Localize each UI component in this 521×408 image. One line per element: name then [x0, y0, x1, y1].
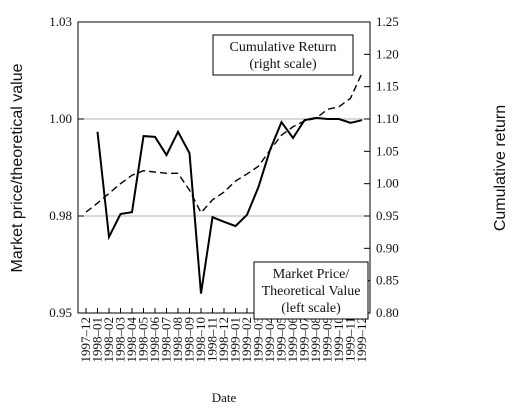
annotation-box: [212, 34, 354, 76]
y2-tick-label: 1.20: [376, 46, 399, 61]
y2-tick-label: 0.90: [376, 240, 399, 255]
y2-tick-label: 1.15: [376, 79, 399, 94]
y2-tick-label: 1.25: [376, 14, 399, 29]
annotation-text: (right scale): [249, 57, 317, 72]
x-tick-label: 1997–12: [78, 317, 93, 363]
x-tick-label: 1998–12: [216, 317, 231, 363]
x-tick-label: 1998–06: [147, 317, 162, 363]
y-tick-label: 0.98: [49, 208, 72, 223]
y2-tick-label: 0.80: [376, 305, 399, 320]
annotation-text: Market Price/: [273, 267, 350, 282]
x-tick-label: 1999–05: [274, 317, 289, 363]
y2-tick-label: 1.10: [376, 111, 399, 126]
x-tick-label: 1998–01: [90, 317, 105, 363]
x-tick-label: 1998–05: [136, 317, 151, 363]
x-tick-label: 1999–09: [320, 317, 335, 363]
y2-tick-label: 1.00: [376, 176, 399, 191]
annotation-box: [253, 261, 369, 320]
x-tick-label: 1999–08: [308, 317, 323, 363]
annotation-text: Theoretical Value: [262, 284, 361, 299]
x-tick-label: 1998–10: [193, 317, 208, 363]
x-tick-label: 1999–07: [297, 317, 312, 363]
y2-tick-label: 0.85: [376, 273, 399, 288]
y2-axis-label: Cumulative return: [492, 105, 509, 231]
x-tick-label: 1999–06: [285, 317, 300, 363]
y2-tick-label: 0.95: [376, 208, 399, 223]
x-tick-label: 1998–08: [170, 317, 185, 363]
y2-tick-label: 1.05: [376, 143, 399, 158]
x-tick-label: 1998–02: [101, 317, 116, 363]
x-tick-label: 1998–07: [159, 317, 174, 363]
x-tick-label: 1999–02: [239, 317, 254, 363]
y-tick-label: 1.03: [49, 14, 72, 29]
y-tick-label: 1.00: [49, 111, 72, 126]
series-line: [85, 72, 363, 214]
annotation-text: (left scale): [281, 301, 341, 316]
x-tick-label: 1999–03: [251, 317, 266, 363]
y-axis-label: Market price/theoretical value: [9, 63, 26, 272]
x-tick-label: 1999–12: [354, 317, 369, 363]
x-tick-label: 1999–01: [228, 317, 243, 363]
series-line: [96, 116, 363, 294]
x-tick-label: 1998–09: [182, 317, 197, 363]
x-tick-label: 1998–04: [124, 317, 139, 363]
x-tick-label: 1999–04: [262, 317, 277, 363]
x-tick-label: 1999–11: [343, 317, 358, 362]
annotation-text: Cumulative Return: [230, 40, 337, 55]
x-tick-label: 1998–11: [205, 317, 220, 362]
x-tick-label: 1999–10: [331, 317, 346, 363]
y-tick-label: 0.95: [49, 305, 72, 320]
x-axis-label: Date: [212, 390, 237, 405]
x-tick-label: 1998–03: [113, 317, 128, 363]
